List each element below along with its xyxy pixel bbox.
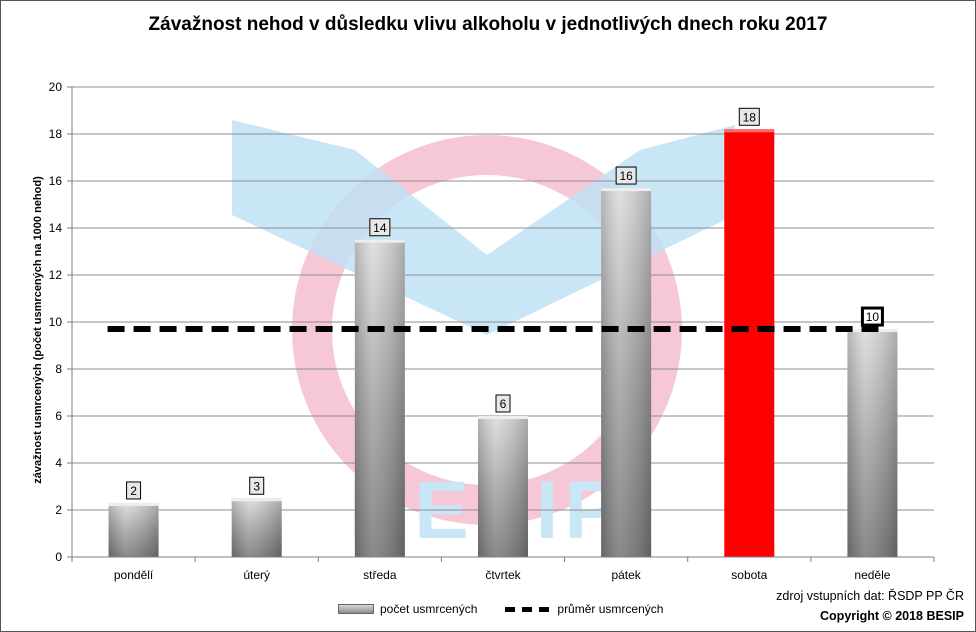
- bar: [724, 129, 775, 558]
- y-tick-label: 2: [55, 503, 62, 517]
- data-label-box: [860, 306, 884, 327]
- y-tick-label: 10: [49, 315, 63, 329]
- data-label-box: [369, 218, 391, 237]
- y-tick-label: 8: [55, 362, 62, 376]
- data-label-box: [126, 481, 142, 500]
- chart-title: Závažnost nehod v důsledku vlivu alkohol…: [148, 14, 828, 35]
- bar-shading: [478, 416, 528, 557]
- bar-top-highlight: [231, 498, 282, 502]
- data-label-box: [738, 107, 760, 126]
- y-tick-label: 16: [49, 174, 63, 188]
- x-tick-label: sobota: [731, 568, 767, 582]
- bars: [108, 129, 898, 558]
- x-tick-label: pátek: [611, 568, 641, 582]
- y-tick-label: 14: [49, 221, 63, 235]
- bar-top-highlight: [478, 416, 528, 419]
- bar-shading: [601, 188, 652, 558]
- x-tick-label: čtvrtek: [485, 568, 521, 582]
- legend-bar-swatch: [338, 604, 374, 614]
- data-label: 16: [619, 169, 633, 183]
- data-labels: 2 3 14 6 16 18 10: [126, 107, 884, 500]
- x-tick-label: pondělí: [114, 568, 154, 582]
- y-axis-label: závažnost usmrcených (počet usmrcených n…: [32, 176, 44, 484]
- x-tick-label: neděle: [854, 568, 890, 582]
- legend: počet usmrcených průměr usmrcených: [338, 602, 663, 616]
- data-label: 3: [253, 479, 260, 493]
- bar-shading: [847, 329, 898, 557]
- legend-average-label: průměr usmrcených: [557, 602, 664, 616]
- bar-top-highlight: [354, 239, 405, 243]
- legend-bar-label: počet usmrcených: [380, 602, 478, 616]
- data-label-box: [495, 394, 511, 413]
- y-tick-label: 12: [49, 268, 63, 282]
- copyright-note: Copyright © 2018 BESIP: [820, 609, 964, 623]
- y-tick-label: 18: [49, 127, 63, 141]
- data-label-box: [249, 476, 265, 495]
- data-label: 18: [743, 110, 757, 124]
- bar-shading: [231, 498, 282, 557]
- y-tick-label: 0: [55, 550, 62, 564]
- bar-top-highlight: [601, 188, 652, 192]
- bar-shading: [354, 239, 405, 557]
- bar-top-highlight: [724, 129, 775, 133]
- data-label: 6: [500, 397, 507, 411]
- x-tick-label: úterý: [243, 568, 270, 582]
- y-tick-label: 4: [55, 456, 62, 470]
- data-label: 2: [130, 484, 137, 498]
- y-tick-label: 20: [49, 80, 63, 94]
- data-label-box: [615, 166, 637, 185]
- data-label: 14: [373, 221, 387, 235]
- x-tick-label: středa: [363, 568, 397, 582]
- data-label: 10: [866, 310, 880, 324]
- axes: 0 2 4 6 8 10 12 14 16 18 20 pondělí úterý středa čtvrt…: [49, 80, 935, 582]
- source-note: zdroj vstupních dat: ŘSDP PP ČR: [776, 589, 964, 603]
- watermark-v-shape: [232, 120, 735, 335]
- bar-shading: [108, 502, 159, 557]
- legend-dash-swatch: [505, 606, 550, 612]
- bar-top-highlight: [108, 502, 159, 506]
- y-tick-label: 6: [55, 409, 62, 423]
